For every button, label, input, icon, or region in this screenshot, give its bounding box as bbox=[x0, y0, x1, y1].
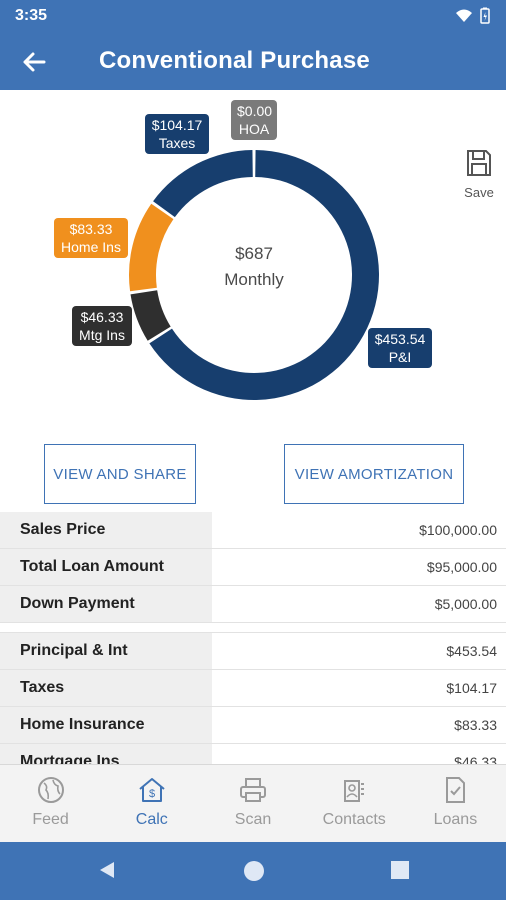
donut-slice-taxes bbox=[153, 150, 253, 218]
label-pi: $453.54 P&I bbox=[368, 328, 432, 368]
table-row: Home Insurance $83.33 bbox=[0, 707, 506, 744]
nav-loans[interactable]: Loans bbox=[405, 765, 506, 842]
page-title: Conventional Purchase bbox=[99, 47, 370, 74]
app-bar: Conventional Purchase bbox=[0, 34, 506, 90]
row-value: $100,000.00 bbox=[419, 522, 497, 538]
row-value: $46.33 bbox=[454, 754, 497, 764]
table-row: Total Loan Amount $95,000.00 bbox=[0, 549, 506, 586]
svg-text:$: $ bbox=[149, 788, 155, 800]
contacts-icon bbox=[344, 780, 365, 802]
printer-icon bbox=[240, 778, 266, 802]
label-mtg-ins: $46.33 Mtg Ins bbox=[72, 306, 132, 346]
row-label: Taxes bbox=[0, 670, 212, 706]
monthly-label: Monthly bbox=[224, 270, 284, 289]
bottom-navigation: Feed $ Calc Scan Contacts Loans bbox=[0, 764, 506, 842]
row-label: Sales Price bbox=[0, 512, 212, 548]
mtg-ins-amount: $46.33 bbox=[80, 309, 124, 325]
label-home-ins: $83.33 Home Ins bbox=[54, 218, 128, 258]
mtg-ins-name: Mtg Ins bbox=[79, 327, 125, 343]
view-amortization-button[interactable]: VIEW AMORTIZATION bbox=[284, 444, 464, 504]
row-value: $453.54 bbox=[446, 643, 497, 659]
donut-hole bbox=[157, 178, 351, 372]
view-and-share-button[interactable]: VIEW AND SHARE bbox=[44, 444, 196, 504]
nav-label: Loans bbox=[433, 811, 478, 828]
label-taxes: $104.17 Taxes bbox=[145, 114, 209, 154]
label-hoa: $0.00 HOA bbox=[231, 100, 277, 140]
table-row: Mortgage Ins $46.33 bbox=[0, 744, 506, 764]
donut-slice-home-ins bbox=[129, 203, 174, 292]
row-label: Mortgage Ins bbox=[0, 744, 212, 764]
home-ins-name: Home Ins bbox=[61, 239, 121, 255]
nav-label: Calc bbox=[135, 811, 168, 828]
wifi-battery-icon bbox=[456, 7, 490, 24]
document-check-icon bbox=[446, 777, 466, 803]
house-dollar-icon: $ bbox=[139, 778, 165, 802]
donut-slice-mtg-ins bbox=[130, 290, 171, 341]
row-label: Total Loan Amount bbox=[0, 549, 212, 585]
nav-label: Feed bbox=[32, 811, 69, 828]
table-row: Down Payment $5,000.00 bbox=[0, 586, 506, 623]
globe-icon bbox=[37, 777, 64, 803]
loan-summary-table: Sales Price $100,000.00 Total Loan Amoun… bbox=[0, 512, 506, 764]
home-circle-icon[interactable] bbox=[242, 859, 266, 883]
save-label: Save bbox=[464, 185, 494, 200]
nav-calc[interactable]: $ Calc bbox=[101, 765, 202, 842]
pi-amount: $453.54 bbox=[374, 331, 426, 347]
monthly-total: $687 bbox=[235, 244, 273, 263]
row-label: Principal & Int bbox=[0, 633, 212, 669]
row-label: Home Insurance bbox=[0, 707, 212, 743]
arrow-left-icon bbox=[23, 52, 46, 72]
pi-name: P&I bbox=[388, 349, 412, 365]
section-gap bbox=[0, 623, 506, 633]
back-triangle-icon[interactable] bbox=[96, 859, 118, 881]
donut-chart bbox=[129, 150, 379, 401]
hoa-name: HOA bbox=[238, 121, 270, 137]
status-icons bbox=[454, 6, 494, 26]
hoa-amount: $0.00 bbox=[237, 103, 273, 119]
row-value: $95,000.00 bbox=[426, 559, 497, 575]
nav-contacts[interactable]: Contacts bbox=[304, 765, 405, 842]
status-time: 3:35 bbox=[15, 7, 48, 24]
system-navigation-bar bbox=[0, 842, 506, 900]
taxes-name: Taxes bbox=[158, 135, 196, 151]
floppy-disk-icon bbox=[467, 150, 491, 176]
row-value: $5,000.00 bbox=[434, 596, 497, 612]
table-row: Taxes $104.17 bbox=[0, 670, 506, 707]
row-value: $83.33 bbox=[454, 717, 497, 733]
nav-label: Scan bbox=[234, 811, 272, 828]
status-bar: 3:35 bbox=[0, 0, 506, 34]
recents-square-icon[interactable] bbox=[389, 859, 411, 881]
nav-scan[interactable]: Scan bbox=[202, 765, 303, 842]
row-label: Down Payment bbox=[0, 586, 212, 622]
table-row: Sales Price $100,000.00 bbox=[0, 512, 506, 549]
table-row: Principal & Int $453.54 bbox=[0, 633, 506, 670]
taxes-amount: $104.17 bbox=[151, 117, 203, 133]
back-button[interactable] bbox=[18, 46, 50, 78]
row-value: $104.17 bbox=[446, 680, 497, 696]
home-ins-amount: $83.33 bbox=[69, 221, 113, 237]
payment-breakdown-chart: $687 Monthly $104.17 Taxes $0.00 HOA $83… bbox=[0, 90, 506, 430]
nav-feed[interactable]: Feed bbox=[0, 765, 101, 842]
nav-label: Contacts bbox=[322, 811, 386, 828]
save-button[interactable]: Save bbox=[459, 148, 499, 200]
